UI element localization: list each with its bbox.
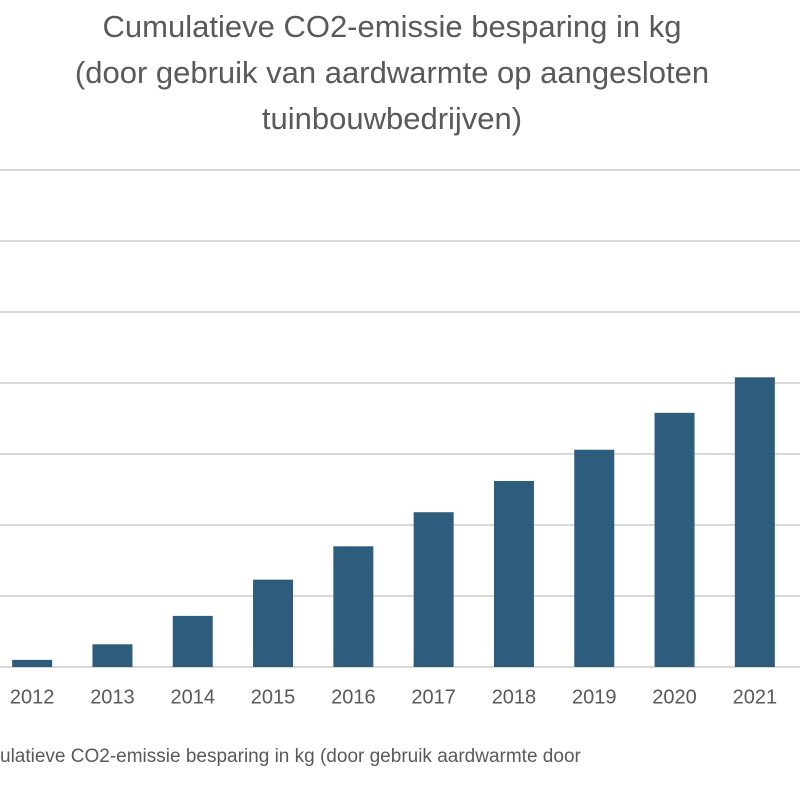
x-tick-label: 2019 [572, 686, 617, 708]
bar [172, 615, 213, 667]
x-tick-label: 2016 [331, 686, 376, 708]
chart-title: (door gebruik van aardwarmte op aangeslo… [75, 55, 709, 90]
x-tick-label: 2017 [411, 686, 456, 708]
bar [734, 377, 775, 667]
bar [493, 480, 534, 667]
bar [574, 449, 615, 667]
bar [253, 579, 294, 667]
bar [654, 412, 695, 667]
x-tick-label: 2015 [251, 686, 296, 708]
chart-title: tuinbouwbedrijven) [262, 101, 522, 136]
bar [333, 546, 374, 667]
x-tick-label: 2018 [492, 686, 537, 708]
x-tick-label: 2012 [10, 686, 55, 708]
bar [12, 659, 53, 667]
chart-title: Cumulatieve CO2-emissie besparing in kg [103, 9, 682, 44]
x-tick-label: 2014 [171, 686, 216, 708]
bar [92, 644, 133, 667]
x-tick-label: 2020 [652, 686, 697, 708]
bar [413, 512, 454, 667]
x-tick-label: 2013 [90, 686, 135, 708]
legend-label: ulatieve CO2-emissie besparing in kg (do… [0, 746, 582, 767]
x-tick-label: 2021 [733, 686, 778, 708]
